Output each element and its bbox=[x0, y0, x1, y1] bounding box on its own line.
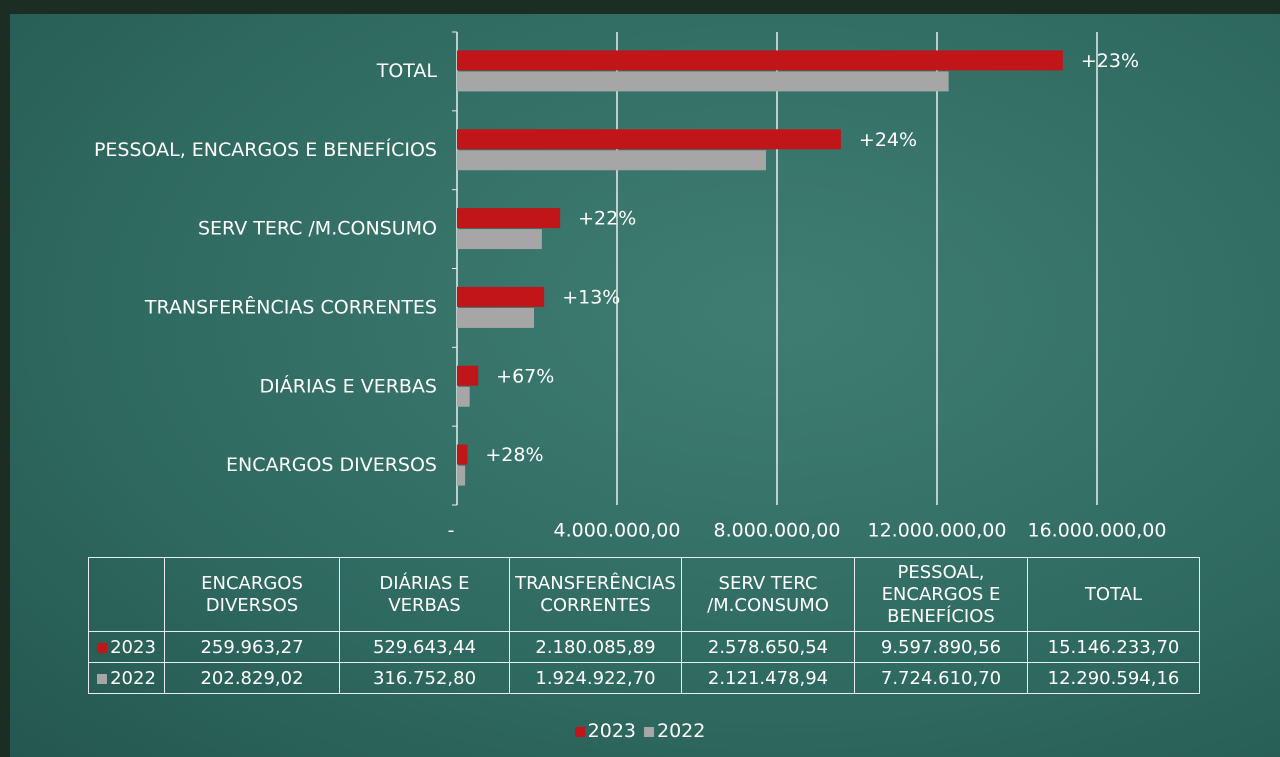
change-label: +22% bbox=[578, 208, 636, 230]
legend-label: 2022 bbox=[657, 720, 706, 742]
series-name: 2023 bbox=[110, 636, 156, 658]
legend-key bbox=[644, 727, 654, 737]
table-cell: 529.643,44 bbox=[339, 631, 510, 663]
column-header: TOTAL bbox=[1027, 557, 1200, 632]
bar bbox=[457, 444, 468, 465]
bar bbox=[457, 307, 534, 328]
row-header: 2023 bbox=[88, 631, 165, 663]
change-label: +67% bbox=[496, 365, 554, 387]
table-cell: 12.290.594,16 bbox=[1027, 662, 1200, 694]
legend: 2023 2022 bbox=[0, 720, 1280, 742]
x-tick-label: 16.000.000,00 bbox=[1027, 520, 1166, 542]
bar bbox=[457, 150, 766, 171]
legend-label: 2023 bbox=[587, 720, 636, 742]
bar bbox=[457, 465, 466, 486]
row-header: 2022 bbox=[88, 662, 165, 694]
bar bbox=[457, 208, 561, 229]
corner-cell bbox=[88, 557, 165, 632]
table-cell: 2.121.478,94 bbox=[681, 662, 855, 694]
category-label: PESSOAL, ENCARGOS E BENEFÍCIOS bbox=[94, 138, 437, 161]
legend-item: 2022 bbox=[644, 720, 705, 742]
table-cell: 1.924.922,70 bbox=[509, 662, 682, 694]
category-label: SERV TERC /M.CONSUMO bbox=[198, 218, 437, 240]
table-cell: 2.578.650,54 bbox=[681, 631, 855, 663]
series-name: 2022 bbox=[110, 667, 156, 689]
table-row: 2023 259.963,27 529.643,44 2.180.085,89 2.57… bbox=[88, 631, 1200, 663]
category-label: TRANSFERÊNCIAS CORRENTES bbox=[144, 295, 437, 318]
bar bbox=[457, 229, 542, 250]
table-cell: 15.146.233,70 bbox=[1027, 631, 1200, 663]
legend-key bbox=[97, 642, 108, 653]
column-header: ENCARGOS DIVERSOS bbox=[164, 557, 340, 632]
bar bbox=[457, 386, 470, 407]
header-row: ENCARGOS DIVERSOS DIÁRIAS E VERBAS TRANSFE… bbox=[88, 557, 1200, 632]
bar bbox=[457, 71, 949, 92]
category-label: DIÁRIAS E VERBAS bbox=[260, 374, 437, 397]
table-cell: 9.597.890,56 bbox=[854, 631, 1028, 663]
x-tick-label: 4.000.000,00 bbox=[554, 520, 681, 542]
table-row: 2022 202.829,02 316.752,80 1.924.922,70 2.12… bbox=[88, 662, 1200, 694]
legend-key bbox=[97, 673, 108, 684]
table-cell: 316.752,80 bbox=[339, 662, 510, 694]
table-cell: 202.829,02 bbox=[164, 662, 340, 694]
column-header: DIÁRIAS E VERBAS bbox=[339, 557, 510, 632]
bar bbox=[457, 50, 1063, 71]
change-label: +24% bbox=[859, 129, 917, 151]
x-tick-label: 12.000.000,00 bbox=[867, 520, 1006, 542]
column-header: PESSOAL, ENCARGOS E BENEFÍCIOS bbox=[854, 557, 1028, 632]
table-body: 2023 259.963,27 529.643,44 2.180.085,89 2.57… bbox=[88, 631, 1200, 694]
x-tick-label: 8.000.000,00 bbox=[714, 520, 841, 542]
change-label: +23% bbox=[1081, 50, 1139, 72]
change-label: +28% bbox=[485, 444, 543, 466]
column-header: SERV TERC /M.CONSUMO bbox=[681, 557, 855, 632]
x-tick-label: - bbox=[448, 520, 455, 542]
data-table: ENCARGOS DIVERSOS DIÁRIAS E VERBAS TRANSFE… bbox=[88, 557, 1200, 694]
table-cell: 2.180.085,89 bbox=[509, 631, 682, 663]
column-header: TRANSFERÊNCIAS CORRENTES bbox=[509, 557, 682, 632]
table-cell: 259.963,27 bbox=[164, 631, 340, 663]
bar bbox=[457, 365, 479, 386]
table-cell: 7.724.610,70 bbox=[854, 662, 1028, 694]
legend-key bbox=[574, 727, 585, 737]
category-label: TOTAL bbox=[376, 60, 438, 82]
bar bbox=[457, 129, 841, 150]
change-label: +13% bbox=[562, 286, 620, 308]
bar bbox=[457, 286, 545, 307]
category-label: ENCARGOS DIVERSOS bbox=[226, 454, 437, 476]
legend-item: 2023 bbox=[574, 720, 636, 742]
